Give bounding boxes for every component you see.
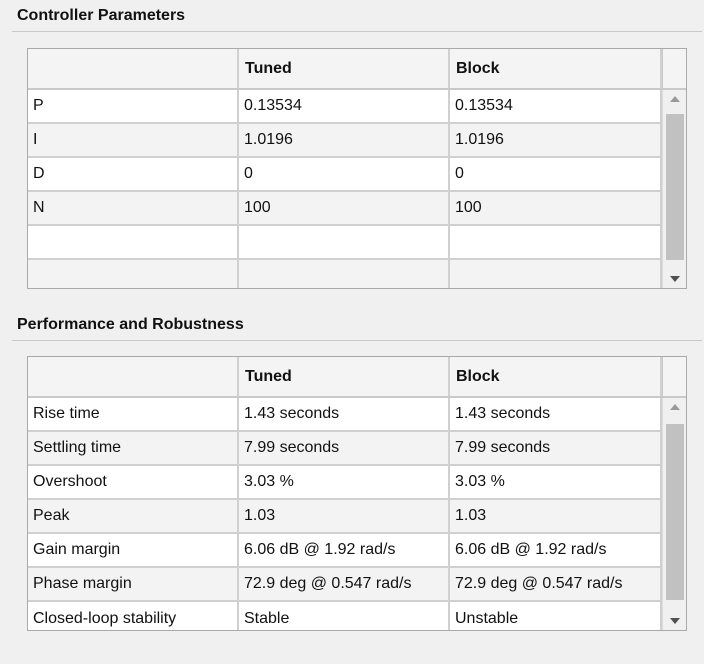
table-cell[interactable]: 0: [450, 158, 662, 190]
vertical-scrollbar[interactable]: [662, 398, 686, 630]
table-row[interactable]: Gain margin 6.06 dB @ 1.92 rad/s 6.06 dB…: [28, 534, 662, 568]
table-row[interactable]: I 1.0196 1.0196: [28, 124, 662, 158]
header-cell-block[interactable]: Block: [450, 357, 662, 396]
controller-parameters-title: Controller Parameters: [17, 7, 186, 24]
table-cell[interactable]: Rise time: [28, 398, 239, 430]
table-cell[interactable]: 7.99 seconds: [450, 432, 662, 464]
table-row[interactable]: Settling time 7.99 seconds 7.99 seconds: [28, 432, 662, 466]
table-cell[interactable]: [239, 226, 450, 258]
table-cell[interactable]: 1.43 seconds: [450, 398, 662, 430]
table-cell[interactable]: 1.03: [239, 500, 450, 532]
table-row[interactable]: N 100 100: [28, 192, 662, 226]
scroll-down-arrow-icon[interactable]: [663, 612, 686, 630]
table-cell[interactable]: N: [28, 192, 239, 224]
table-cell[interactable]: 0.13534: [450, 90, 662, 122]
table-cell[interactable]: 100: [239, 192, 450, 224]
table-row[interactable]: [28, 226, 662, 260]
vertical-scrollbar[interactable]: [662, 90, 686, 288]
table-cell[interactable]: Closed-loop stability: [28, 602, 239, 630]
table-cell[interactable]: 3.03 %: [239, 466, 450, 498]
table-header: Tuned Block: [28, 49, 662, 90]
table-cell[interactable]: 0: [239, 158, 450, 190]
table-cell[interactable]: Gain margin: [28, 534, 239, 566]
table-row[interactable]: D 0 0: [28, 158, 662, 192]
table-cell[interactable]: [450, 226, 662, 258]
table-cell[interactable]: P: [28, 90, 239, 122]
table-cell[interactable]: 72.9 deg @ 0.547 rad/s: [450, 568, 662, 600]
table-cell[interactable]: 100: [450, 192, 662, 224]
table-cell[interactable]: 6.06 dB @ 1.92 rad/s: [450, 534, 662, 566]
table-row[interactable]: [28, 260, 662, 288]
performance-robustness-title: Performance and Robustness: [17, 316, 244, 333]
table-row[interactable]: Overshoot 3.03 % 3.03 %: [28, 466, 662, 500]
scrollbar-thumb[interactable]: [666, 114, 684, 260]
table-cell[interactable]: I: [28, 124, 239, 156]
table-cell[interactable]: Peak: [28, 500, 239, 532]
table-cell[interactable]: D: [28, 158, 239, 190]
header-cell-name[interactable]: [28, 49, 239, 88]
table-row[interactable]: Phase margin 72.9 deg @ 0.547 rad/s 72.9…: [28, 568, 662, 602]
header-corner: [662, 49, 686, 90]
header-cell-tuned[interactable]: Tuned: [239, 357, 450, 396]
table-cell[interactable]: [239, 260, 450, 288]
table-cell[interactable]: 1.0196: [450, 124, 662, 156]
table-cell[interactable]: 7.99 seconds: [239, 432, 450, 464]
table-row[interactable]: Closed-loop stability Stable Unstable: [28, 602, 662, 630]
table-cell[interactable]: Phase margin: [28, 568, 239, 600]
table-cell[interactable]: [28, 260, 239, 288]
scroll-down-arrow-icon[interactable]: [663, 270, 686, 288]
table-cell[interactable]: 72.9 deg @ 0.547 rad/s: [239, 568, 450, 600]
table-cell[interactable]: [450, 260, 662, 288]
table-cell[interactable]: 3.03 %: [450, 466, 662, 498]
table-cell[interactable]: Stable: [239, 602, 450, 630]
header-corner: [662, 357, 686, 398]
header-cell-block[interactable]: Block: [450, 49, 662, 88]
table-cell[interactable]: [28, 226, 239, 258]
table-cell[interactable]: Unstable: [450, 602, 662, 630]
table-row[interactable]: Peak 1.03 1.03: [28, 500, 662, 534]
table-cell[interactable]: 1.03: [450, 500, 662, 532]
table-cell[interactable]: Settling time: [28, 432, 239, 464]
scrollbar-thumb[interactable]: [666, 424, 684, 600]
controller-parameters-divider: [12, 31, 702, 32]
table-cell[interactable]: 0.13534: [239, 90, 450, 122]
table-cell[interactable]: Overshoot: [28, 466, 239, 498]
table-header: Tuned Block: [28, 357, 662, 398]
table-cell[interactable]: 1.43 seconds: [239, 398, 450, 430]
controller-parameters-table: Tuned Block P 0.13534 0.13534 I 1.0196 1…: [27, 48, 687, 289]
table-cell[interactable]: 6.06 dB @ 1.92 rad/s: [239, 534, 450, 566]
performance-robustness-table: Tuned Block Rise time 1.43 seconds 1.43 …: [27, 356, 687, 631]
table-row[interactable]: P 0.13534 0.13534: [28, 90, 662, 124]
performance-robustness-divider: [12, 340, 702, 341]
table-cell[interactable]: 1.0196: [239, 124, 450, 156]
header-cell-tuned[interactable]: Tuned: [239, 49, 450, 88]
header-cell-name[interactable]: [28, 357, 239, 396]
scroll-up-arrow-icon[interactable]: [663, 398, 686, 416]
table-row[interactable]: Rise time 1.43 seconds 1.43 seconds: [28, 398, 662, 432]
scroll-up-arrow-icon[interactable]: [663, 90, 686, 108]
